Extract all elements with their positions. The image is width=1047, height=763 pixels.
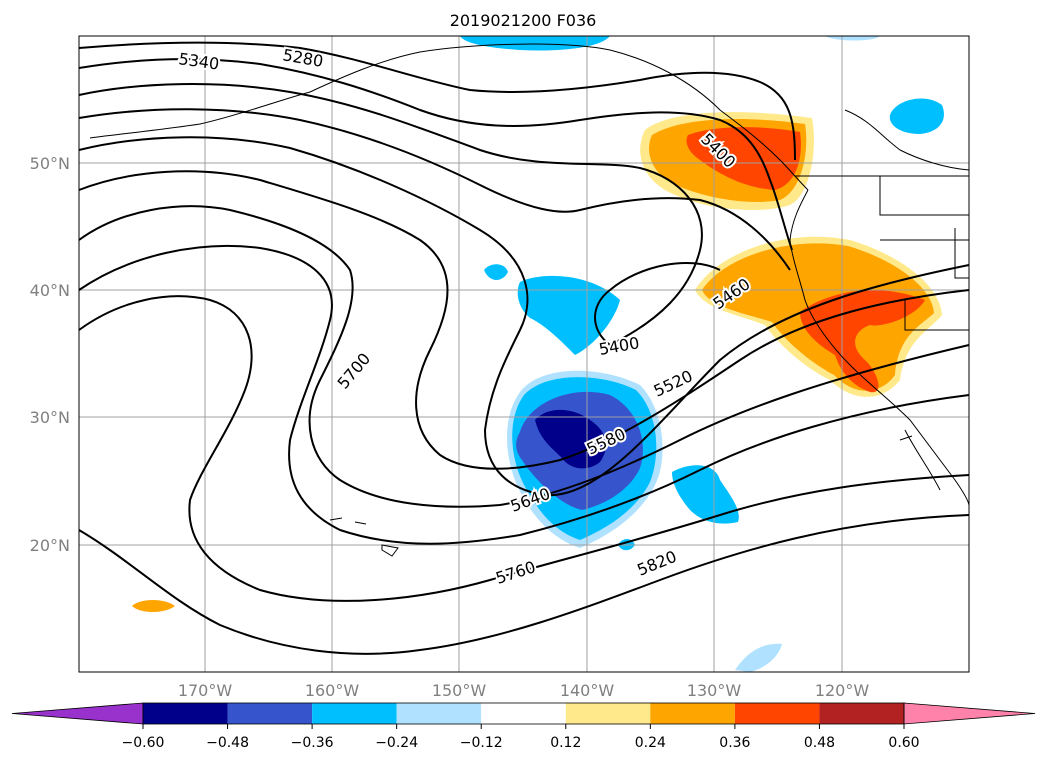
positive-anomaly-west-coast-max — [800, 290, 925, 393]
lon-tick-140: 140°W — [560, 681, 615, 700]
us-state-lines — [879, 176, 969, 331]
colorbar-outline — [142, 702, 905, 725]
lat-tick-40: 40°N — [30, 281, 70, 300]
lat-tick-30: 30°N — [30, 408, 70, 427]
colorbar-extension-low — [11, 702, 144, 725]
negative-anomaly-north — [517, 275, 620, 355]
colorbar-tick-label: −0.48 — [206, 735, 249, 751]
colorbar: −0.60 −0.48 −0.36 −0.24 −0.12 0.12 0.24 0.36 0.4… — [11, 702, 1036, 751]
colorbar-segment — [650, 703, 735, 724]
colorbar-segment — [312, 703, 397, 724]
colorbar-tick-label: −0.60 — [122, 735, 165, 751]
contour-line-5520 — [78, 136, 970, 497]
graticule — [79, 36, 969, 672]
colorbar-tick-label: −0.12 — [460, 735, 503, 751]
lon-tick-labels: 170°W 160°W 150°W 140°W 130°W 120°W — [178, 681, 870, 700]
positive-anomaly-small — [132, 600, 175, 612]
lon-tick-160: 160°W — [305, 681, 360, 700]
colorbar-segment — [227, 703, 313, 724]
negative-anomaly-canada — [889, 98, 944, 134]
shaded-anomaly-layer — [132, 36, 944, 672]
contour-line-5340 — [78, 58, 793, 251]
map-frame — [78, 35, 970, 673]
negative-anomaly-top — [460, 36, 610, 51]
colorbar-tick-label: 0.60 — [888, 735, 919, 751]
colorbar-segment — [396, 703, 482, 724]
lon-tick-170: 170°W — [178, 681, 233, 700]
contour-line-5700 — [78, 244, 970, 545]
baja — [899, 429, 941, 491]
lon-tick-130: 130°W — [687, 681, 742, 700]
lat-tick-20: 20°N — [30, 536, 70, 555]
contour-line-5280 — [78, 41, 796, 161]
lat-tick-50: 50°N — [30, 154, 70, 173]
na-west-coast — [789, 189, 970, 506]
negative-anomaly-top-right — [825, 36, 880, 41]
contour-line-5820 — [78, 514, 970, 655]
contour-line-5580 — [78, 170, 970, 470]
alaska-coast — [89, 43, 809, 191]
negative-anomaly-northwest-small — [484, 264, 508, 280]
colorbar-tick-label: 0.36 — [719, 735, 750, 751]
canada-inland — [844, 109, 970, 171]
colorbar-tick-label: 0.48 — [804, 735, 835, 751]
coastlines — [89, 43, 970, 557]
contour-line-5400-a — [78, 83, 721, 347]
hawaii — [329, 517, 399, 557]
positive-anomaly-north-max — [686, 127, 801, 190]
negative-anomaly-east — [672, 465, 739, 524]
colorbar-tick-label: −0.24 — [375, 735, 418, 751]
colorbar-segment — [734, 703, 820, 724]
contour-line-5460 — [78, 108, 791, 271]
colorbar-tick-label: 0.24 — [635, 735, 666, 751]
colorbar-segment — [819, 703, 904, 724]
contour-line-5640 — [78, 205, 970, 508]
map-title: 2019021200 F036 — [450, 11, 597, 30]
contour-line-5760 — [78, 295, 970, 602]
colorbar-segment — [565, 703, 651, 724]
colorbar-extension-high — [903, 702, 1036, 725]
colorbar-segment — [481, 703, 566, 724]
lat-tick-labels: 50°N 40°N 30°N 20°N — [30, 154, 70, 555]
colorbar-segment — [143, 703, 228, 724]
height-contours — [78, 41, 970, 655]
colorbar-tick-label: 0.12 — [550, 735, 581, 751]
colorbar-tick-label: −0.36 — [291, 735, 334, 751]
negative-anomaly-south — [735, 643, 782, 672]
lon-tick-120: 120°W — [815, 681, 870, 700]
lon-tick-150: 150°W — [432, 681, 487, 700]
negative-anomaly-main-max — [535, 409, 607, 469]
